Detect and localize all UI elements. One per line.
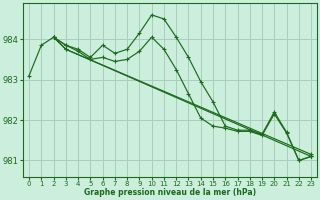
X-axis label: Graphe pression niveau de la mer (hPa): Graphe pression niveau de la mer (hPa)	[84, 188, 256, 197]
